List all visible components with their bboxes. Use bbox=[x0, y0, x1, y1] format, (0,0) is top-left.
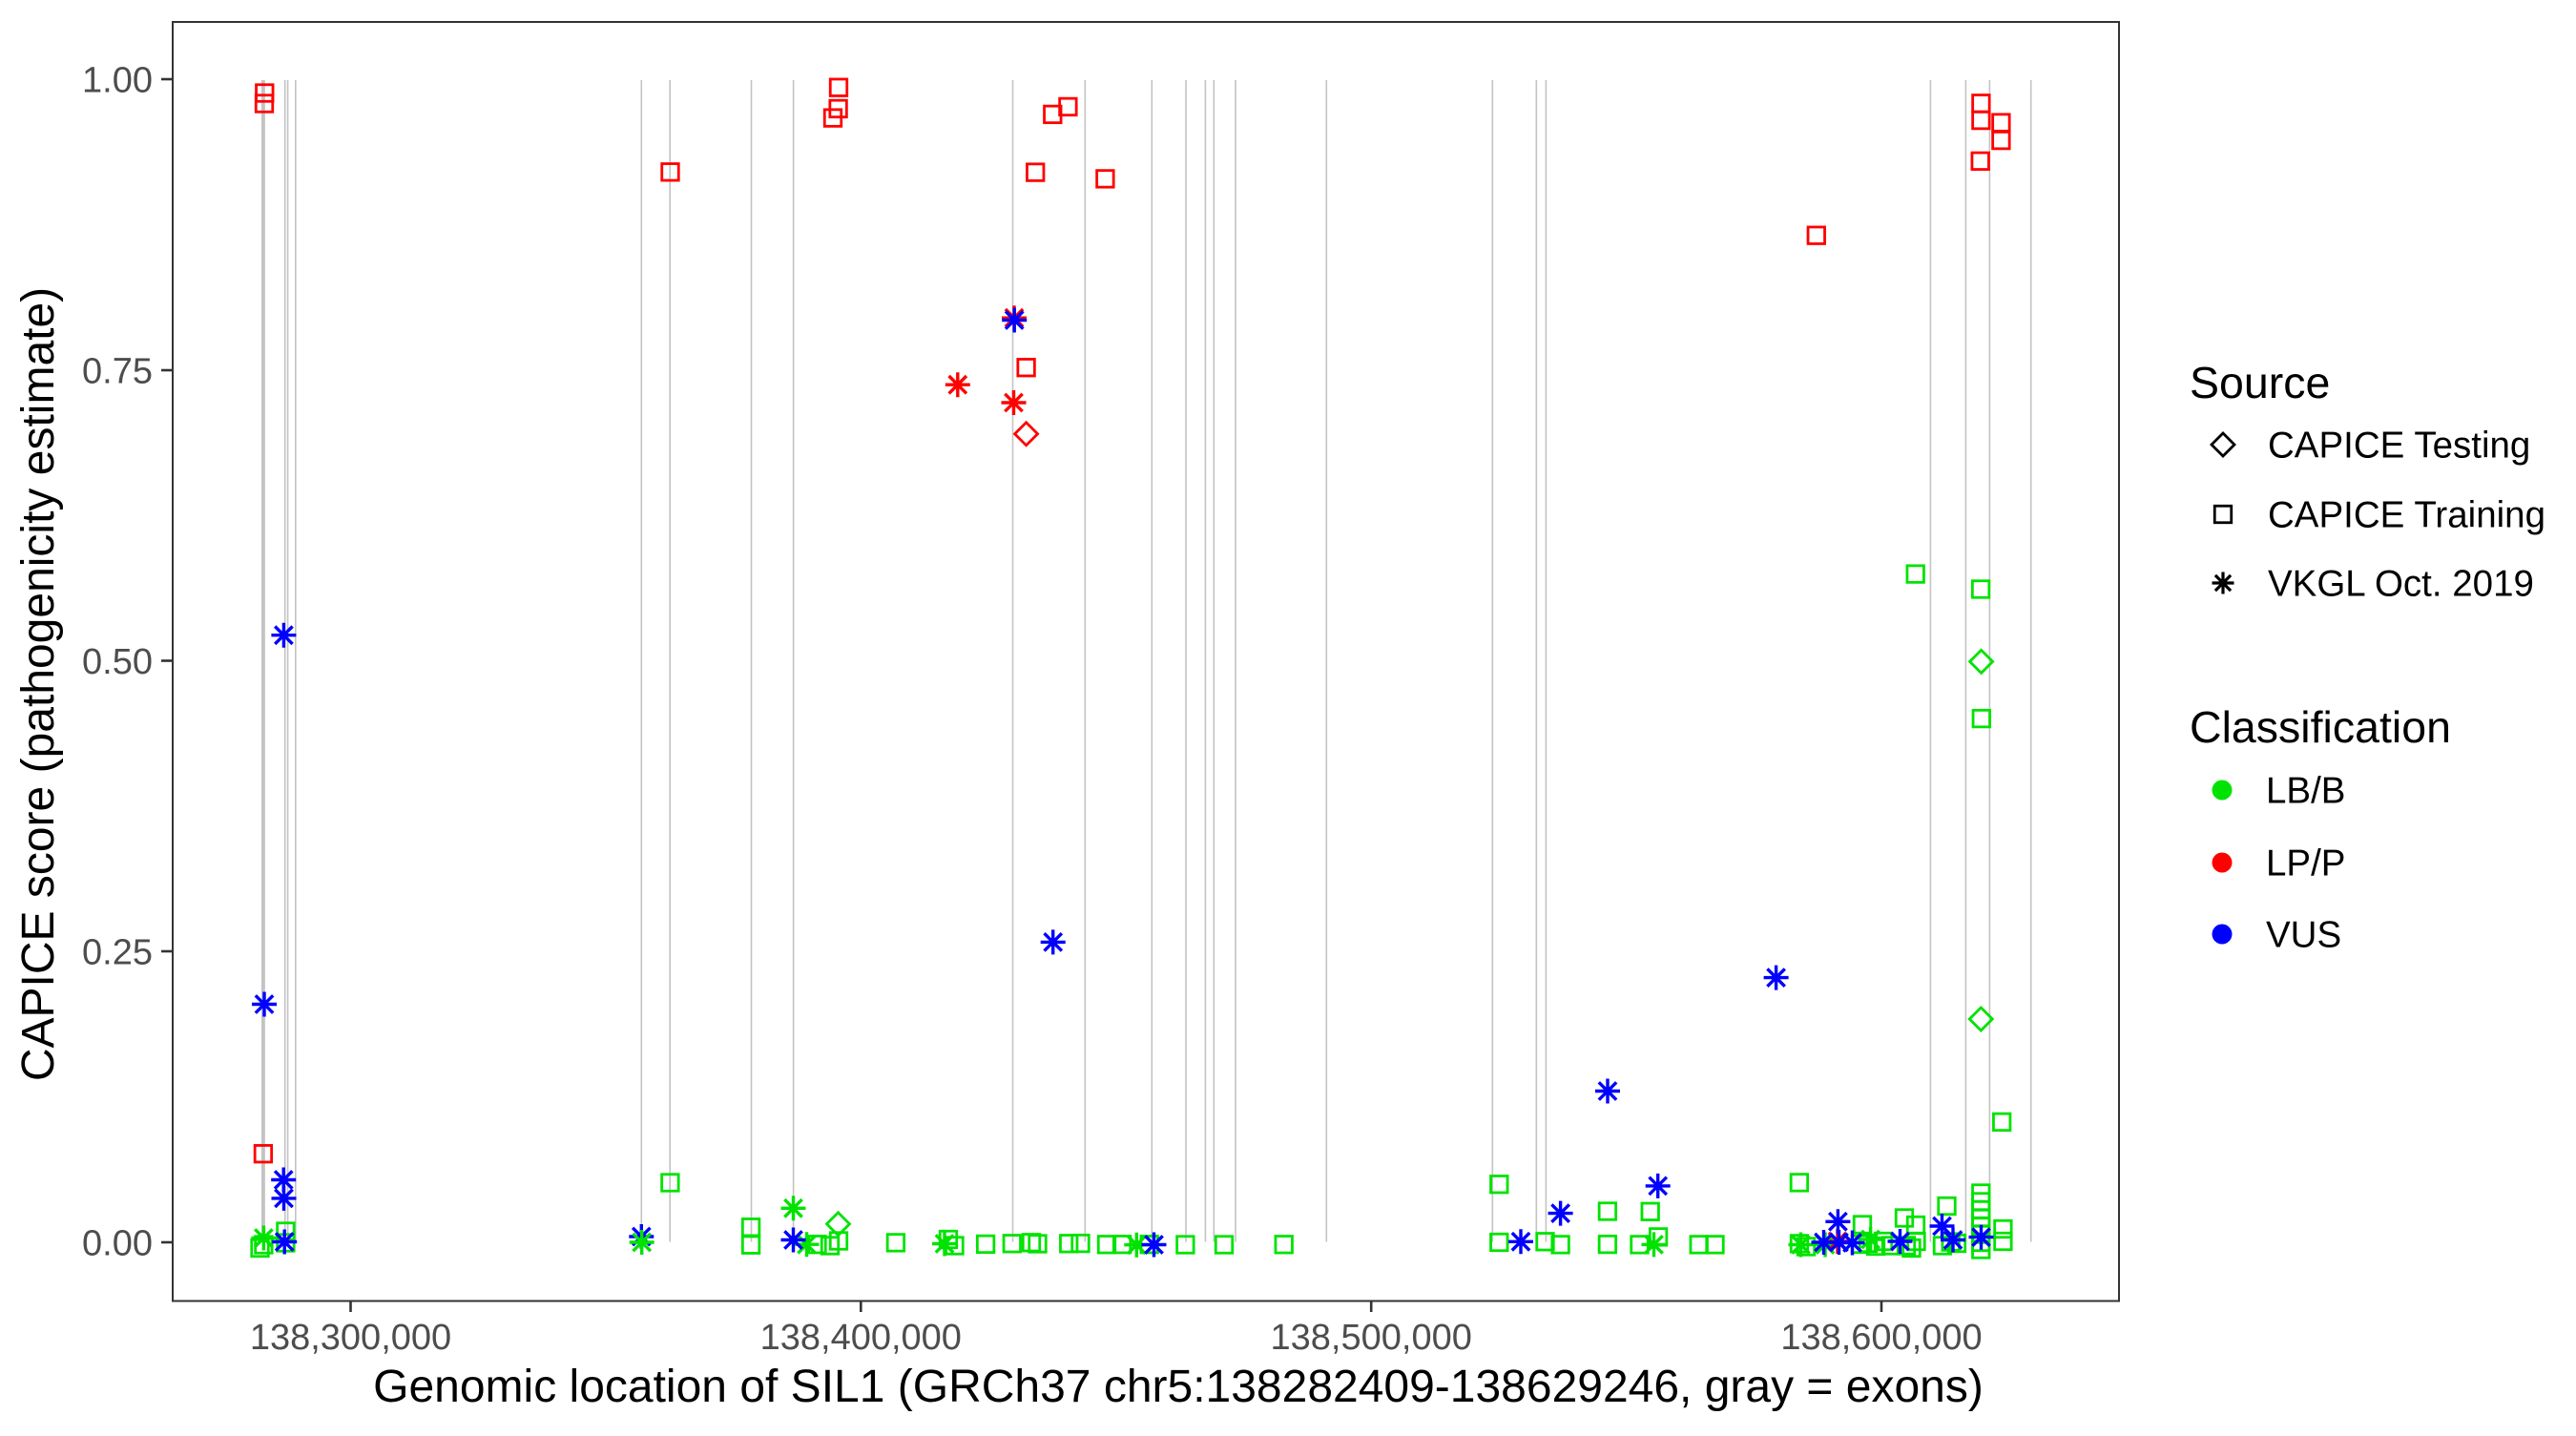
svg-text:138,600,000: 138,600,000 bbox=[1780, 1318, 1982, 1358]
svg-text:VKGL Oct. 2019: VKGL Oct. 2019 bbox=[2268, 564, 2534, 605]
svg-text:Genomic location of SIL1 (GRCh: Genomic location of SIL1 (GRCh37 chr5:13… bbox=[373, 1362, 1984, 1412]
svg-text:138,300,000: 138,300,000 bbox=[250, 1318, 451, 1358]
svg-text:CAPICE Testing: CAPICE Testing bbox=[2268, 426, 2530, 467]
svg-text:Source: Source bbox=[2190, 358, 2330, 407]
svg-text:VUS: VUS bbox=[2266, 915, 2341, 956]
svg-text:CAPICE score (pathogenicity es: CAPICE score (pathogenicity estimate) bbox=[13, 287, 64, 1081]
svg-text:0.50: 0.50 bbox=[82, 642, 153, 682]
svg-text:0.00: 0.00 bbox=[82, 1224, 153, 1264]
svg-text:CAPICE Training: CAPICE Training bbox=[2268, 495, 2545, 536]
svg-text:138,400,000: 138,400,000 bbox=[760, 1318, 962, 1358]
svg-text:0.75: 0.75 bbox=[82, 352, 153, 392]
svg-text:1.00: 1.00 bbox=[82, 61, 153, 101]
svg-text:138,500,000: 138,500,000 bbox=[1271, 1318, 1472, 1358]
svg-text:0.25: 0.25 bbox=[82, 933, 153, 973]
svg-text:LB/B: LB/B bbox=[2266, 771, 2345, 812]
svg-text:Classification: Classification bbox=[2190, 702, 2451, 752]
svg-text:LP/P: LP/P bbox=[2266, 843, 2345, 884]
